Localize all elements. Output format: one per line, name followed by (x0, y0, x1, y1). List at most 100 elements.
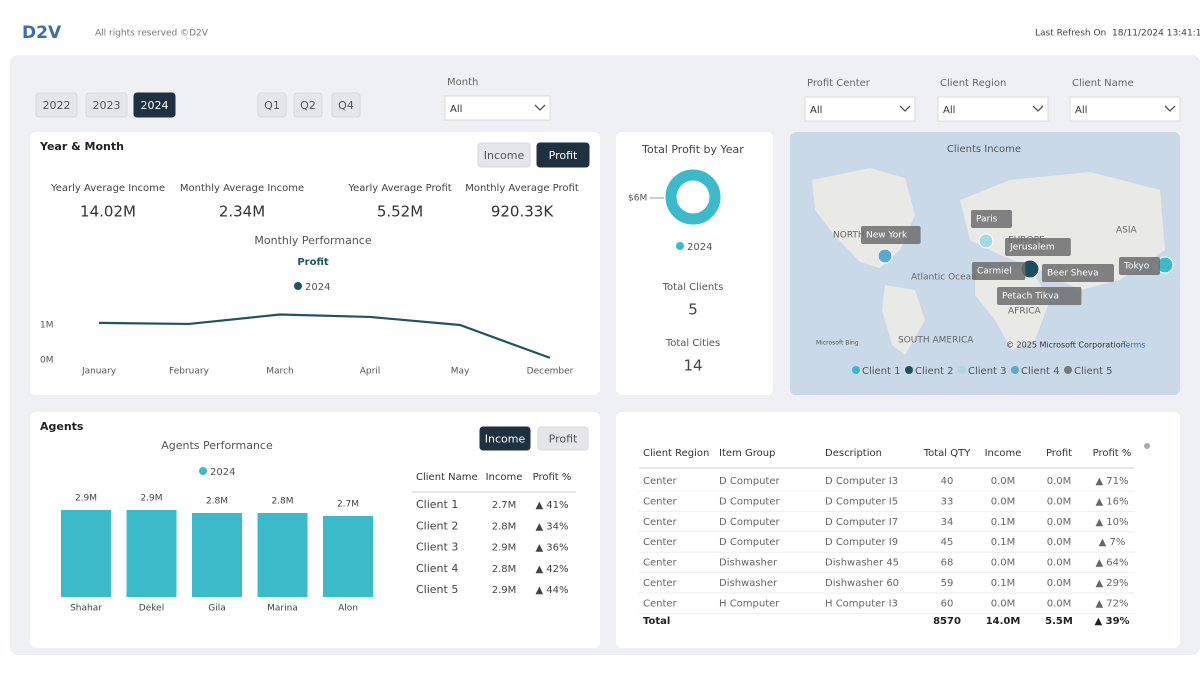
panel-title: Year & Month (39, 140, 124, 153)
table-cell: ▲ 42% (535, 564, 568, 575)
y-tick-label: 0M (40, 356, 54, 366)
dropdown[interactable] (1069, 96, 1181, 122)
table-cell: ▲ 29% (1095, 578, 1128, 589)
button-label[interactable]: Q2 (300, 99, 316, 112)
table-cell: 2.8M (492, 564, 517, 575)
kpi-value: 5.52M (377, 203, 423, 221)
logo: D2V (22, 23, 62, 43)
kpi-value: 14.02M (80, 203, 136, 221)
total-label: Total (643, 616, 670, 627)
legend-label: Client 3 (968, 366, 1007, 377)
button-label[interactable]: 2024 (141, 99, 169, 112)
button-label[interactable]: Income (485, 433, 526, 446)
table-header: Profit % (1093, 448, 1132, 459)
table-cell: 0.0M (991, 476, 1016, 487)
table-cell: ▲ 7% (1099, 537, 1126, 548)
table-header: Income (985, 448, 1022, 459)
rights: All rights reserved ©D2V (95, 29, 209, 39)
place-label: Beer Sheva (1047, 269, 1099, 279)
table-cell: 0.1M (991, 578, 1016, 589)
table-cell: Client 3 (416, 541, 458, 554)
legend-dot (199, 467, 207, 475)
table-cell: H Computer (719, 598, 780, 609)
button-label[interactable]: Income (484, 149, 525, 162)
legend-label: 2024 (687, 242, 712, 253)
dropdown-label: Client Region (940, 78, 1006, 89)
table-cell: Client 4 (416, 562, 458, 575)
place-box (1119, 257, 1160, 275)
map-title: Clients Income (947, 144, 1021, 155)
button[interactable] (35, 92, 78, 118)
button-label[interactable]: 2023 (93, 99, 121, 112)
button-label[interactable]: 2022 (43, 99, 71, 112)
button-label[interactable]: Profit (549, 433, 578, 446)
button[interactable] (85, 92, 128, 118)
button[interactable] (293, 92, 323, 118)
dropdown-value[interactable]: All (1075, 105, 1087, 116)
button[interactable] (479, 426, 531, 451)
data-label: 2.8M (206, 497, 228, 507)
place-label: Tokyo (1123, 262, 1150, 272)
chevron[interactable] (534, 104, 546, 111)
table-cell: 2.8M (492, 521, 517, 532)
button[interactable] (331, 92, 361, 118)
dropdown-value[interactable]: All (450, 104, 462, 115)
kpi-label: Monthly Average Income (180, 183, 304, 194)
button-label[interactable]: Q1 (264, 99, 280, 112)
table-cell: ▲ 10% (1095, 517, 1128, 528)
bar (61, 510, 111, 597)
chart-subtitle: Profit (297, 257, 329, 268)
table-cell: 0.0M (991, 496, 1016, 507)
legend-dot (1011, 366, 1019, 374)
total-cell: 5.5M (1045, 616, 1073, 627)
refresh-value: 18/11/2024 13:41:19 (1112, 29, 1200, 39)
button[interactable] (133, 92, 176, 118)
place-label: SOUTH AMERICA (898, 336, 974, 346)
table-cell: 2.9M (492, 543, 517, 554)
table-cell: 60 (941, 598, 954, 609)
total-cell: 8570 (933, 616, 961, 627)
dropdown-label: Month (447, 77, 478, 88)
panel (30, 132, 600, 395)
bubble (877, 248, 893, 264)
table-cell: 0.0M (1047, 517, 1072, 528)
button[interactable] (477, 142, 531, 168)
data-label: 2.8M (271, 497, 293, 507)
dropdown[interactable] (804, 96, 916, 122)
map-credit: © 2025 Microsoft Corporation (1006, 341, 1126, 350)
table-cell: 0.1M (991, 517, 1016, 528)
button[interactable] (537, 426, 589, 451)
bar (323, 516, 373, 597)
table-cell: 45 (941, 537, 954, 548)
bar (126, 510, 177, 597)
table-cell: Center (643, 537, 678, 548)
button[interactable] (257, 92, 287, 118)
place-label: Carmiel (977, 267, 1012, 277)
x-tick-label: December (527, 367, 574, 377)
chevron[interactable] (1164, 105, 1176, 112)
button[interactable] (536, 142, 590, 168)
x-tick-label: Alon (338, 604, 358, 614)
kpi-label: Total Cities (665, 338, 720, 349)
table-cell: 68 (941, 558, 954, 569)
map-bubbles (877, 233, 1174, 279)
x-tick-label: Dekel (139, 604, 164, 614)
dropdown-value[interactable]: All (810, 105, 822, 116)
kpi-value: 2.34M (219, 203, 265, 221)
dropdown[interactable] (444, 95, 551, 121)
chevron[interactable] (1032, 105, 1044, 112)
table-header: Item Group (719, 448, 775, 459)
button-label[interactable]: Q4 (338, 99, 354, 112)
dropdown-label: Client Name (1072, 78, 1134, 89)
bar (192, 513, 242, 597)
dropdown[interactable] (937, 96, 1049, 122)
chevron[interactable] (899, 105, 911, 112)
y-tick-label: 1M (40, 321, 54, 331)
table-cell: Dishwasher (719, 578, 778, 589)
x-tick-label: January (81, 367, 117, 377)
place-label: AFRICA (1008, 307, 1042, 317)
table-header: Income (486, 472, 523, 483)
button-label[interactable]: Profit (549, 149, 578, 162)
dropdown-value[interactable]: All (943, 105, 955, 116)
